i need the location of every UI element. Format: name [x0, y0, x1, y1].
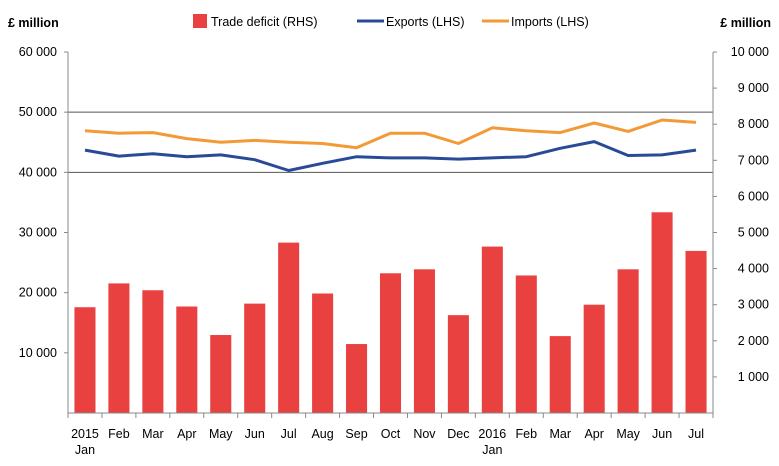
- right-tick-label: 8 000: [738, 117, 769, 131]
- left-tick-label: 40 000: [19, 165, 57, 179]
- bar-trade-deficit: [481, 246, 503, 413]
- line-imports: [84, 118, 697, 150]
- right-tick-label: 4 000: [738, 262, 769, 276]
- x-tick-label: Nov: [413, 427, 436, 441]
- right-tick-label: 2 000: [738, 334, 769, 348]
- bar-trade-deficit: [651, 212, 673, 413]
- bar-trade-deficit: [142, 290, 164, 413]
- right-tick-label: 7 000: [738, 153, 769, 167]
- x-tick-label: Feb: [516, 427, 538, 441]
- x-tick-label: Apr: [177, 427, 196, 441]
- bar-trade-deficit: [617, 269, 639, 413]
- bar-trade-deficit: [210, 335, 232, 413]
- bar-trade-deficit: [74, 307, 96, 413]
- x-tick-label: Oct: [381, 427, 401, 441]
- left-tick-label: 60 000: [19, 45, 57, 59]
- right-axis-unit: £ million: [720, 16, 771, 30]
- bar-trade-deficit: [685, 250, 707, 413]
- right-tick-label: 6 000: [738, 189, 769, 203]
- x-axis-ticks: 2015 Jan Feb Mar Apr May Jun Jul Aug Sep Oct Nov Dec…: [67, 413, 714, 457]
- right-tick-label: 10 000: [731, 45, 769, 59]
- bar-trade-deficit: [312, 293, 334, 413]
- bar-trade-deficit: [108, 283, 130, 413]
- x-tick-label: Aug: [311, 427, 333, 441]
- bar-trade-deficit: [515, 275, 537, 413]
- bar-trade-deficit: [244, 303, 266, 413]
- x-tick-label: Jan: [75, 443, 95, 457]
- bar-trade-deficit: [549, 336, 571, 413]
- bar-trade-deficit: [447, 315, 469, 413]
- legend-swatch-trade-deficit: [193, 14, 207, 28]
- x-tick-label: Jul: [281, 427, 297, 441]
- x-tick-label: 2015: [71, 427, 99, 441]
- legend-label-exports: Exports (LHS): [386, 15, 465, 29]
- left-tick-label: 20 000: [19, 286, 57, 300]
- x-tick-label: Sep: [345, 427, 367, 441]
- legend: Trade deficit (RHS) Exports (LHS) Import…: [193, 14, 589, 29]
- legend-label-trade-deficit: Trade deficit (RHS): [211, 15, 318, 29]
- x-tick-label: Mar: [142, 427, 164, 441]
- right-tick-label: 3 000: [738, 298, 769, 312]
- right-tick-label: 1 000: [738, 370, 769, 384]
- bar-trade-deficit: [278, 242, 300, 413]
- bar-trade-deficit: [413, 269, 435, 413]
- x-tick-label: Apr: [584, 427, 603, 441]
- right-tick-label: 9 000: [738, 81, 769, 95]
- left-tick-label: 50 000: [19, 105, 57, 119]
- x-tick-label: May: [209, 427, 233, 441]
- x-tick-label: Jun: [245, 427, 265, 441]
- trade-deficit-bars: [74, 212, 707, 413]
- x-tick-label: Feb: [108, 427, 130, 441]
- left-axis-ticks: 10 000 20 000 30 000 40 000 50 000 60 000: [19, 45, 68, 360]
- bar-trade-deficit: [176, 306, 198, 413]
- bar-trade-deficit: [583, 304, 605, 413]
- bar-trade-deficit: [379, 273, 402, 413]
- gridlines: [68, 111, 713, 173]
- line-exports: [84, 140, 697, 172]
- right-tick-label: 5 000: [738, 226, 769, 240]
- x-tick-label: May: [616, 427, 640, 441]
- right-axis-ticks: 1 000 2 000 3 000 4 000 5 000 6 000 7 000 8 000…: [713, 45, 769, 384]
- left-axis-unit: £ million: [8, 16, 59, 30]
- bar-trade-deficit: [346, 344, 368, 413]
- left-tick-label: 30 000: [19, 226, 57, 240]
- x-tick-label: Jul: [688, 427, 704, 441]
- x-tick-label: Jan: [482, 443, 502, 457]
- line-series: [84, 118, 697, 172]
- legend-label-imports: Imports (LHS): [511, 15, 589, 29]
- x-tick-label: Dec: [447, 427, 469, 441]
- x-tick-label: Jun: [652, 427, 672, 441]
- x-tick-label: Mar: [549, 427, 571, 441]
- left-tick-label: 10 000: [19, 346, 57, 360]
- x-tick-label: 2016: [478, 427, 506, 441]
